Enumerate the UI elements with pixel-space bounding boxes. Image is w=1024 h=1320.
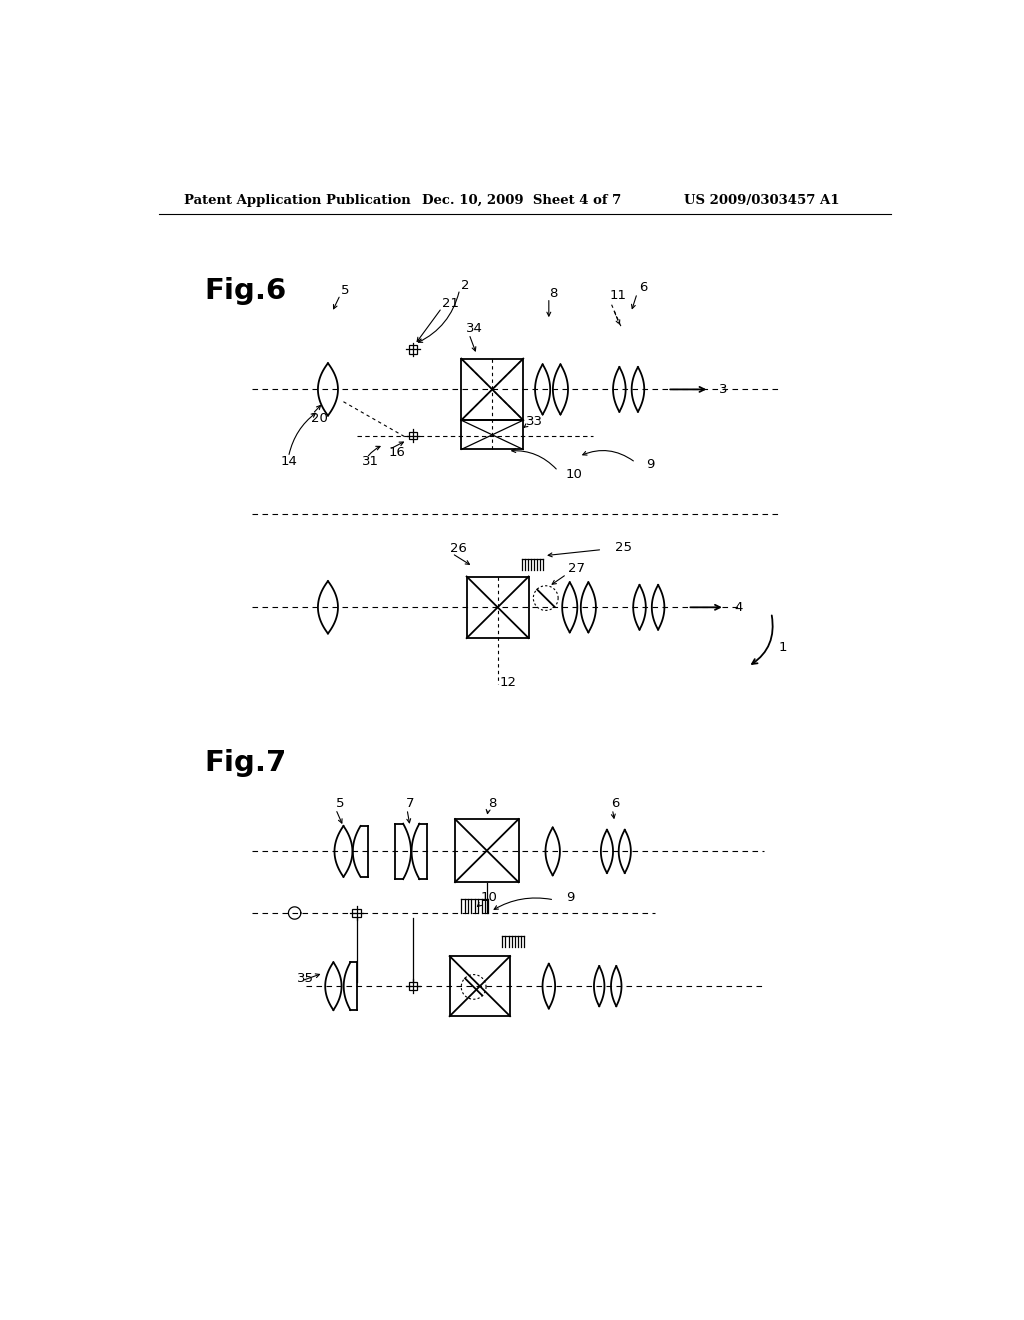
Text: 21: 21 [442, 297, 459, 310]
Bar [455, 818, 518, 882]
Text: 12: 12 [500, 676, 516, 689]
Text: Patent Application Publication: Patent Application Publication [183, 194, 411, 207]
Bar [450, 956, 510, 1016]
Text: 14: 14 [281, 454, 298, 467]
Bar [461, 420, 523, 449]
Bar [352, 908, 360, 917]
Text: 26: 26 [450, 541, 467, 554]
Text: 34: 34 [466, 322, 482, 335]
Text: 31: 31 [362, 454, 379, 467]
Text: 2: 2 [461, 279, 470, 292]
Text: 10: 10 [480, 891, 498, 904]
Text: 25: 25 [614, 541, 632, 554]
Bar [410, 432, 417, 440]
Text: 8: 8 [488, 797, 497, 810]
Text: 20: 20 [311, 412, 328, 425]
Text: US 2009/0303457 A1: US 2009/0303457 A1 [684, 194, 840, 207]
Text: 1: 1 [779, 640, 787, 653]
Text: 5: 5 [341, 284, 349, 297]
Bar [461, 359, 523, 420]
Text: Fig.7: Fig.7 [204, 748, 287, 777]
Text: 16: 16 [388, 446, 406, 459]
Text: Dec. 10, 2009  Sheet 4 of 7: Dec. 10, 2009 Sheet 4 of 7 [423, 194, 622, 207]
Text: 8: 8 [549, 286, 557, 300]
Text: 35: 35 [297, 972, 314, 985]
Text: 9: 9 [646, 458, 654, 471]
Text: 9: 9 [566, 891, 574, 904]
Text: 3: 3 [719, 383, 727, 396]
Text: 6: 6 [640, 281, 648, 294]
Text: 33: 33 [526, 416, 544, 428]
Bar [467, 577, 528, 638]
Text: 27: 27 [568, 562, 585, 576]
Text: Fig.6: Fig.6 [204, 277, 286, 305]
Text: 4: 4 [734, 601, 742, 614]
Text: 10: 10 [565, 467, 582, 480]
Text: 7: 7 [406, 797, 414, 810]
Text: 6: 6 [611, 797, 620, 810]
Bar [409, 345, 418, 354]
Text: 5: 5 [336, 797, 344, 810]
Bar [409, 982, 418, 990]
Text: 11: 11 [610, 289, 627, 302]
